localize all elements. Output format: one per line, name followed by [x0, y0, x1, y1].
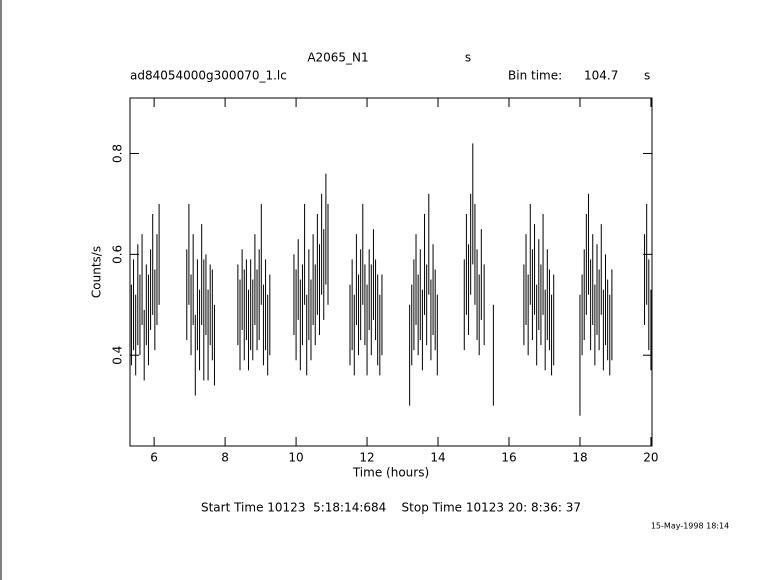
- y-axis-label: Counts/s: [90, 246, 104, 298]
- chart-title: A2065_N1: [307, 51, 368, 65]
- footer: Start Time 10123 5:18:14:684 Stop Time 1…: [201, 501, 581, 515]
- x-tick-label: 16: [501, 451, 516, 465]
- date-stamp: 15-May-1998 18:14: [651, 522, 729, 531]
- y-tick-label: 0.8: [111, 144, 125, 163]
- subtitle: ad84054000g300070_1.lc: [130, 69, 287, 83]
- y-tick-label: 0.6: [111, 245, 125, 264]
- x-tick-label: 12: [359, 451, 374, 465]
- plot-frame: [129, 97, 653, 447]
- x-tick-label: 14: [430, 451, 445, 465]
- x-tick-label: 18: [572, 451, 587, 465]
- y-tick-label: 0.4: [111, 346, 125, 365]
- x-tick-label: 10: [288, 451, 303, 465]
- x-tick-label: 20: [643, 451, 658, 465]
- bin-time: 104.7: [584, 69, 618, 83]
- bin-time-unit: s: [644, 69, 650, 83]
- bin-time-label: Bin time:: [508, 69, 562, 83]
- title-unit: s: [465, 51, 471, 65]
- x-tick-label: 8: [221, 451, 229, 465]
- x-axis-label: Time (hours): [352, 466, 429, 480]
- x-tick-label: 6: [150, 451, 158, 465]
